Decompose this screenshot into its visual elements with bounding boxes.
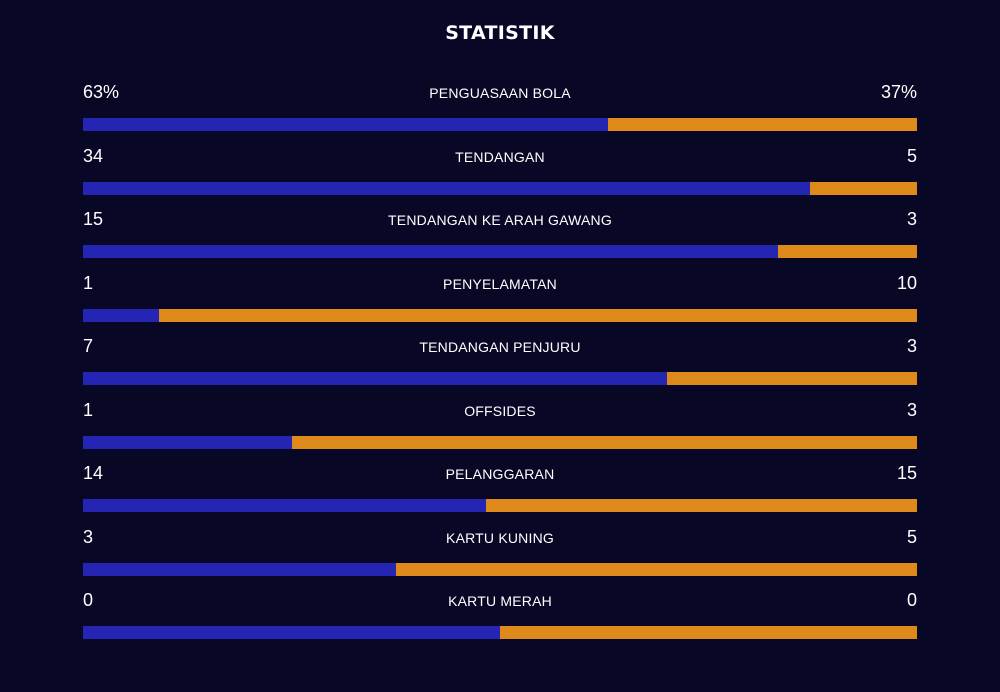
stat-row-corners: 7 TENDANGAN PENJURU 3 xyxy=(83,334,917,398)
home-bar-fill xyxy=(83,499,486,512)
home-value: 0 xyxy=(83,590,94,610)
home-value: 63% xyxy=(83,82,120,102)
home-value: 3 xyxy=(83,526,94,547)
stat-bar xyxy=(83,435,917,449)
home-value: 14 xyxy=(83,463,104,483)
stat-label: KARTU KUNING xyxy=(446,529,554,546)
away-value: 3 xyxy=(906,209,917,229)
home-bar-fill xyxy=(83,308,159,322)
away-value: 10 xyxy=(896,272,917,293)
stat-row-saves: 1 PENYELAMATAN 10 xyxy=(83,271,917,335)
home-bar-fill xyxy=(83,372,667,385)
stat-bar xyxy=(83,499,917,512)
stat-label: PENGUASAAN BOLA xyxy=(429,85,571,101)
home-value: 1 xyxy=(83,272,94,293)
stat-row-fouls: 14 PELANGGARAN 15 xyxy=(83,461,917,525)
away-value: 5 xyxy=(906,145,917,166)
stat-label: OFFSIDES xyxy=(464,402,536,419)
stat-label: TENDANGAN KE ARAH GAWANG xyxy=(388,212,612,228)
home-bar-fill xyxy=(83,118,609,131)
away-value: 5 xyxy=(906,526,917,547)
home-bar-fill xyxy=(83,626,500,639)
home-bar-fill xyxy=(83,562,396,576)
away-value: 3 xyxy=(906,336,917,356)
home-bar-fill xyxy=(83,435,292,449)
stat-bar xyxy=(83,181,917,195)
stat-bar xyxy=(83,626,917,639)
stat-row-red-cards: 0 KARTU MERAH 0 xyxy=(83,588,917,652)
home-value: 7 xyxy=(83,336,94,356)
stat-label: PENYELAMATAN xyxy=(443,275,557,292)
away-bar-fill xyxy=(291,435,917,449)
stat-bar xyxy=(83,118,917,131)
away-bar-fill xyxy=(608,118,917,131)
stat-label: TENDANGAN PENJURU xyxy=(419,339,581,355)
stat-row-offsides: 1 OFFSIDES 3 xyxy=(83,398,917,462)
away-value: 0 xyxy=(906,590,917,610)
away-value: 15 xyxy=(896,463,917,483)
home-value: 1 xyxy=(83,399,94,420)
stat-row-shots: 34 TENDANGAN 5 xyxy=(83,144,917,208)
away-value: 37% xyxy=(880,82,917,102)
stat-label: KARTU MERAH xyxy=(448,593,552,609)
stat-bar xyxy=(83,308,917,322)
away-bar-fill xyxy=(485,499,917,512)
away-bar-fill xyxy=(395,562,917,576)
stat-label: TENDANGAN xyxy=(455,148,545,165)
home-value: 15 xyxy=(83,209,104,229)
stat-row-possession: 63% PENGUASAAN BOLA 37% xyxy=(83,80,917,144)
away-bar-fill xyxy=(666,372,917,385)
away-value: 3 xyxy=(906,399,917,420)
stat-row-shots-on-target: 15 TENDANGAN KE ARAH GAWANG 3 xyxy=(83,207,917,271)
home-bar-fill xyxy=(83,245,778,258)
home-value: 34 xyxy=(83,145,104,166)
stat-bar xyxy=(83,245,917,258)
away-bar-fill xyxy=(810,181,917,195)
stats-title: STATISTIK xyxy=(445,22,555,44)
home-bar-fill xyxy=(83,181,811,195)
stat-bar xyxy=(83,562,917,576)
stat-row-yellow-cards: 3 KARTU KUNING 5 xyxy=(83,525,917,589)
stat-bar xyxy=(83,372,917,385)
away-bar-fill xyxy=(500,626,917,639)
away-bar-fill xyxy=(777,245,917,258)
away-bar-fill xyxy=(158,308,917,322)
stats-list: 63% PENGUASAAN BOLA 37% 34 TENDANGAN 5 1… xyxy=(83,80,917,652)
stat-label: PELANGGARAN xyxy=(445,466,555,482)
